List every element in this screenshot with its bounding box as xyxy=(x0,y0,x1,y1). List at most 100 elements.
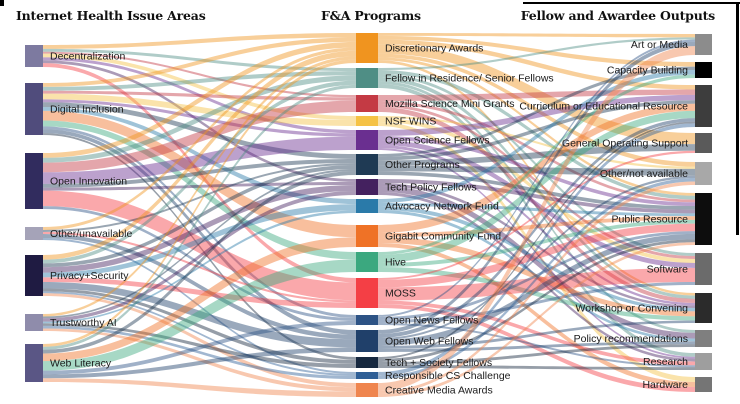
sankey-node-fir[interactable] xyxy=(356,68,378,88)
sankey-node-sw[interactable] xyxy=(695,253,712,285)
sankey-node-op[interactable] xyxy=(356,154,378,175)
flow-link-owf-pol xyxy=(378,341,695,352)
flow-link-oi-moss xyxy=(43,190,356,301)
sankey-node-msmg[interactable] xyxy=(356,95,378,112)
flow-link-disc-cur xyxy=(378,39,695,90)
flow-link-nsf-ona xyxy=(378,116,695,169)
sankey-node-tpf[interactable] xyxy=(356,179,378,195)
flow-link-disc-art xyxy=(378,33,695,38)
flow-link-wl-cma xyxy=(43,378,356,397)
sankey-node-disc[interactable] xyxy=(356,33,378,63)
flow-link-fir-sw xyxy=(378,74,695,256)
sankey-node-oi[interactable] xyxy=(25,153,43,209)
flow-link-ps-op xyxy=(43,165,356,268)
flow-link-tpf-pol xyxy=(378,186,695,339)
flow-link-di-owf xyxy=(43,129,356,335)
node-label-oi: Open Innovation xyxy=(50,176,127,188)
flow-link-anf-pol xyxy=(378,210,695,342)
flow-link-di-msmg xyxy=(43,90,356,101)
flow-link-tsf-pub xyxy=(378,239,695,362)
sankey-node-oth[interactable] xyxy=(25,227,43,240)
flow-link-di-fir xyxy=(43,71,356,91)
flow-link-wl-disc xyxy=(43,59,356,347)
node-label-sw: Software xyxy=(647,264,689,276)
node-label-nsf: NSF WINS xyxy=(385,116,436,128)
flow-link-owf-pub xyxy=(378,233,695,346)
flow-link-fir-art xyxy=(378,37,695,70)
sankey-node-gos[interactable] xyxy=(695,133,712,153)
sankey-node-wl[interactable] xyxy=(25,344,43,382)
sankey-node-wc[interactable] xyxy=(695,293,712,323)
flow-link-oi-disc xyxy=(43,41,356,158)
sankey-node-cap[interactable] xyxy=(695,62,712,78)
sankey-node-hw[interactable] xyxy=(695,377,712,392)
flow-link-dec-disc xyxy=(43,33,356,49)
sankey-node-owf[interactable] xyxy=(356,330,378,352)
sankey-node-tsf[interactable] xyxy=(356,357,378,368)
sankey-node-art[interactable] xyxy=(695,34,712,55)
flow-link-di-onf xyxy=(43,126,356,318)
sankey-node-rcs[interactable] xyxy=(356,372,378,379)
flow-link-osf-pub xyxy=(378,136,695,206)
flow-link-gcf-pub xyxy=(378,216,695,237)
sankey-node-tai[interactable] xyxy=(25,314,43,331)
flow-link-tsf-pol xyxy=(378,344,695,365)
flow-link-wl-hive xyxy=(43,259,356,371)
flow-link-di-hive xyxy=(43,120,356,260)
node-label-wc: Workshop or Convening xyxy=(576,303,689,315)
sankey-node-pub[interactable] xyxy=(695,193,712,245)
flow-link-oi-msmg xyxy=(43,100,356,173)
flow-link-wl-onf xyxy=(43,321,356,375)
flow-link-wl-fir xyxy=(43,84,356,350)
flow-link-gcf-cur xyxy=(378,103,695,233)
sankey-node-ps[interactable] xyxy=(25,255,43,296)
sankey-node-nsf[interactable] xyxy=(356,116,378,126)
sankey-node-di[interactable] xyxy=(25,83,43,135)
node-label-hw: Hardware xyxy=(642,379,688,391)
node-label-pol: Policy recommendations xyxy=(574,333,688,345)
flow-link-oth-disc xyxy=(43,47,356,230)
node-label-tsf: Tech + Society Fellows xyxy=(385,357,492,369)
sankey-node-hive[interactable] xyxy=(356,252,378,272)
sankey-node-onf[interactable] xyxy=(356,315,378,325)
flow-link-msmg-pub xyxy=(378,101,695,203)
sankey-node-dec[interactable] xyxy=(25,45,43,67)
flow-link-fir-pub xyxy=(378,70,695,200)
sankey-node-anf[interactable] xyxy=(356,199,378,213)
node-label-tai: Trustworthy AI xyxy=(50,317,117,329)
node-label-rcs: Responsible CS Challenge xyxy=(385,370,511,382)
flow-link-oi-fir xyxy=(43,75,356,163)
window-edge-top xyxy=(523,2,740,4)
sankey-node-gcf[interactable] xyxy=(356,225,378,247)
sankey-node-ona[interactable] xyxy=(695,162,712,185)
node-label-owf: Open Web Fellows xyxy=(385,336,474,348)
sankey-node-pol[interactable] xyxy=(695,330,712,347)
flow-link-dec-msmg xyxy=(43,51,356,98)
node-label-disc: Discretionary Awards xyxy=(385,43,483,55)
flow-link-cma-art xyxy=(378,46,695,391)
node-label-onf: Open News Fellows xyxy=(385,315,478,327)
flow-link-tsf-res xyxy=(378,365,695,370)
flow-link-op-gos xyxy=(378,144,695,166)
sankey-node-res[interactable] xyxy=(695,353,712,370)
sankey-node-cur[interactable] xyxy=(695,85,712,127)
flow-link-onf-sw xyxy=(378,282,695,323)
flow-link-disc-cap xyxy=(378,35,695,67)
flow-link-di-gcf xyxy=(43,110,356,238)
sankey-node-cma[interactable] xyxy=(356,383,378,397)
column-title-programs: F&A Programs xyxy=(321,8,421,23)
flow-link-op-ona xyxy=(378,165,695,176)
node-label-dec: Decentralization xyxy=(50,51,125,63)
flow-link-osf-cur xyxy=(378,94,695,136)
sankey-node-osf[interactable] xyxy=(356,130,378,150)
flow-link-msmg-wc xyxy=(378,107,695,303)
flow-link-osf-res xyxy=(378,148,695,359)
flow-link-hive-cur xyxy=(378,110,695,264)
sankey-node-moss[interactable] xyxy=(356,278,378,308)
flow-link-disc-ona xyxy=(378,53,695,167)
flow-link-gcf-hw xyxy=(378,243,695,387)
flow-link-anf-wc xyxy=(378,206,695,312)
node-label-ps: Privacy+Security xyxy=(50,270,129,282)
node-label-cap: Capacity Building xyxy=(607,65,688,77)
flow-link-tai-tsf xyxy=(43,323,356,368)
